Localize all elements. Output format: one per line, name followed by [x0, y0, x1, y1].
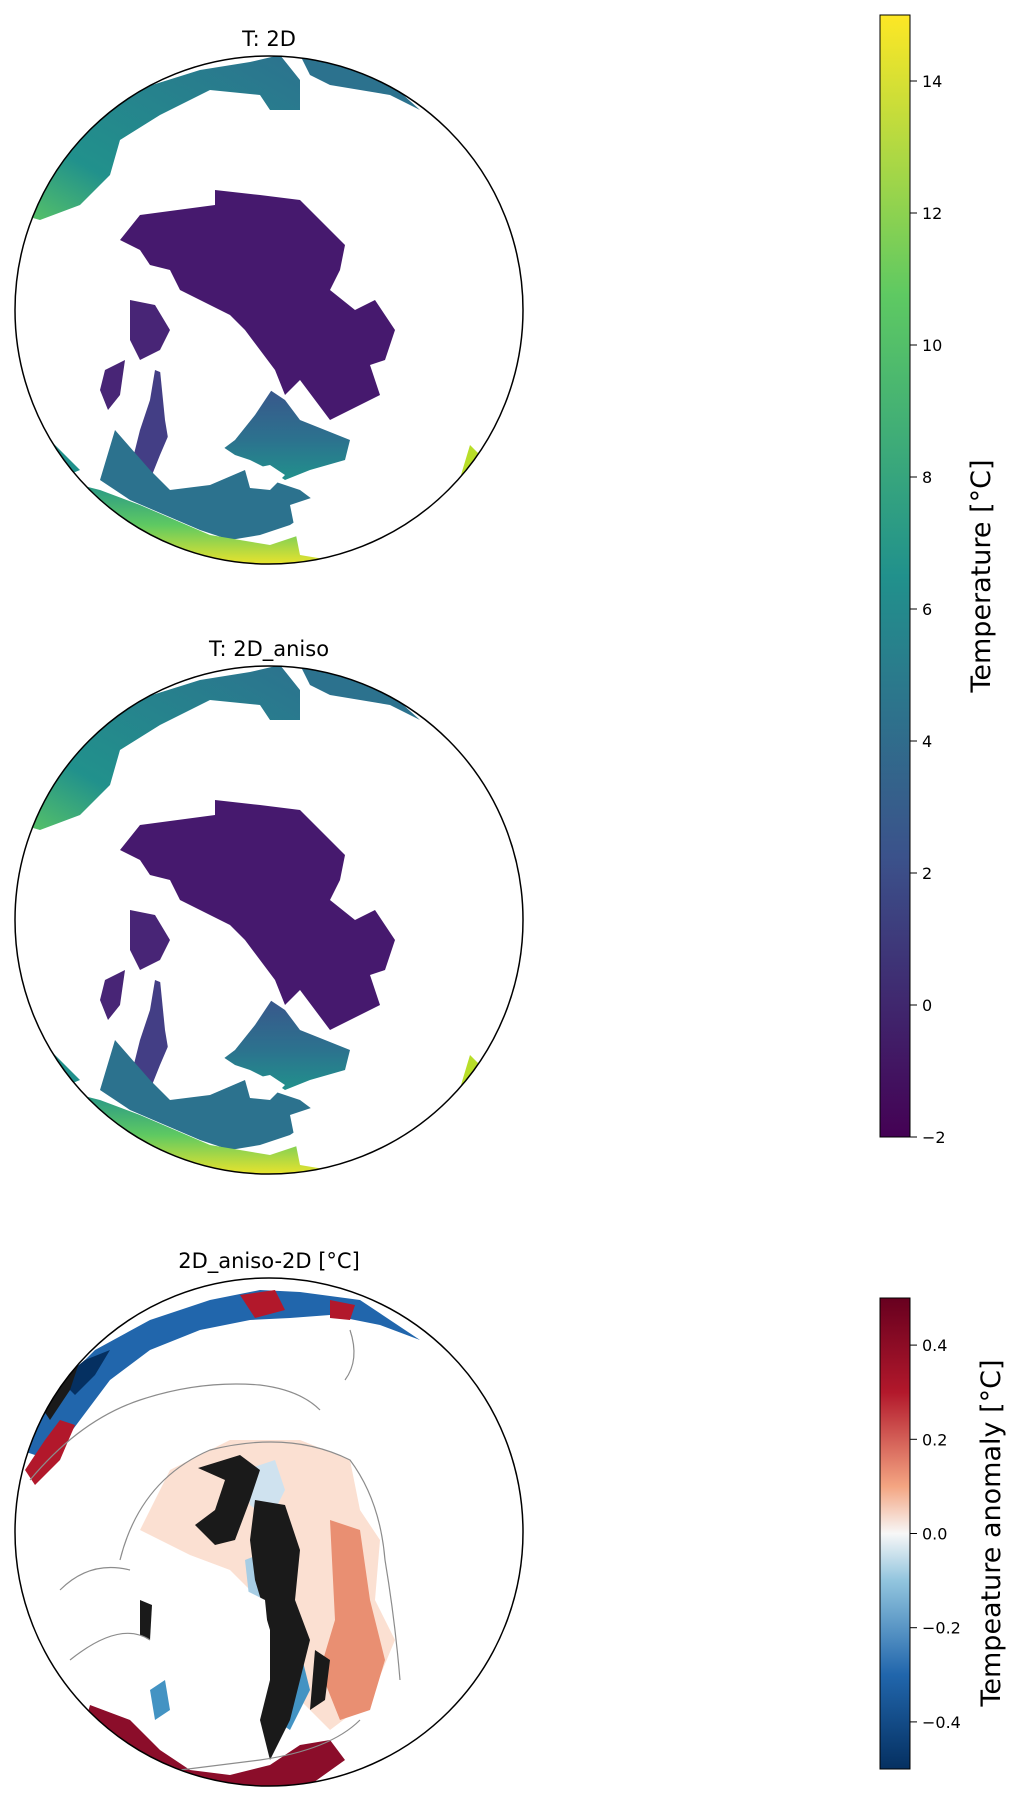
panel-3-boundary [14, 1277, 524, 1787]
colorbar-anomaly-bar [879, 1297, 911, 1770]
colorbar-tick-label: 10 [922, 336, 942, 355]
colorbar-tick-label: 0.4 [922, 1336, 947, 1355]
panel-1-map [15, 56, 523, 564]
colorbar-tick-label: 2 [922, 864, 932, 883]
colorbar-temperature-bar [879, 14, 911, 1138]
panel-2-map [15, 666, 523, 1174]
colorbar-temperature-ticks: 14 12 10 8 6 4 2 0 −2 [910, 72, 946, 1147]
panel-3-map [15, 1278, 523, 1786]
colorbar-anomaly-ticks: 0.4 0.2 0.0 −0.2 −0.4 [910, 1336, 961, 1732]
colorbar-anomaly-label: Tempeature anomaly [°C] [976, 1359, 1007, 1707]
colorbar-tick-label: 12 [922, 204, 942, 223]
panel-1-boundary [14, 55, 524, 565]
colorbar-anomaly: 0.4 0.2 0.0 −0.2 −0.4 Tempeature anomaly [°C… [879, 1297, 1007, 1770]
colorbar-tick-label: 14 [922, 72, 942, 91]
panel-2-boundary [14, 665, 524, 1175]
panel-2-title: T: 2D_aniso [208, 637, 329, 662]
colorbar-tick-label: −0.2 [922, 1619, 961, 1638]
colorbar-tick-label: −2 [922, 1128, 946, 1147]
colorbar-tick-label: 0 [922, 996, 932, 1015]
colorbar-temperature-label: Temperature [°C] [966, 459, 997, 693]
colorbar-tick-label: 0.0 [922, 1525, 947, 1544]
colorbar-tick-label: 4 [922, 732, 932, 751]
colorbar-tick-label: −0.4 [922, 1713, 961, 1732]
colorbar-tick-label: 6 [922, 600, 932, 619]
colorbar-temperature: 14 12 10 8 6 4 2 0 −2 Temperature [°C] [879, 14, 997, 1147]
panel-1-title: T: 2D [241, 27, 296, 51]
panel-3-title: 2D_aniso-2D [°C] [178, 1249, 360, 1274]
colorbar-tick-label: 8 [922, 468, 932, 487]
colorbar-tick-label: 0.2 [922, 1430, 947, 1449]
